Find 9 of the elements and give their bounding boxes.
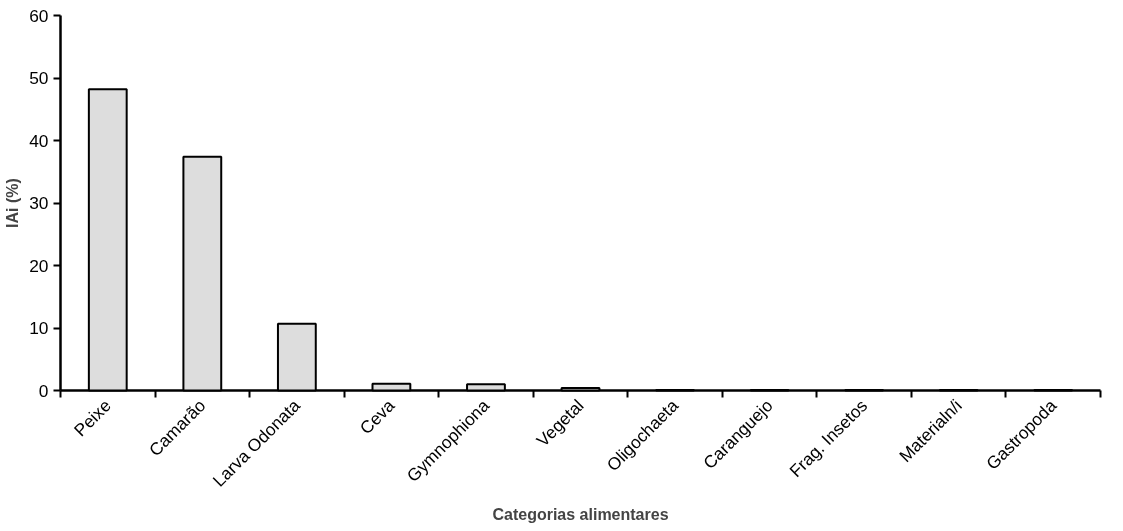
y-tick-label: 20 [29, 255, 49, 276]
y-tick-label: 10 [29, 318, 49, 338]
x-axis-title: Categorias alimentares [492, 505, 669, 523]
y-tick-label: 30 [29, 193, 49, 213]
y-tick-label: 50 [29, 68, 49, 88]
y-tick-label: 40 [29, 130, 49, 151]
y-tick-label: 60 [29, 5, 49, 26]
y-tick-label: 0 [38, 380, 49, 401]
y-axis-title: IAi (%) [4, 178, 22, 228]
